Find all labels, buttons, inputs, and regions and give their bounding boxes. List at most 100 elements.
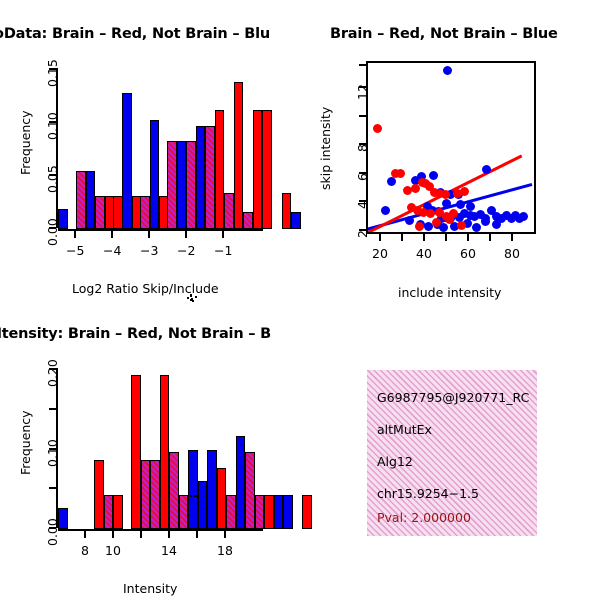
histogram-bar xyxy=(85,170,95,229)
scatter-point xyxy=(442,65,452,75)
x-tick xyxy=(111,231,114,238)
histogram-bar xyxy=(205,126,215,229)
histogram-bar xyxy=(291,212,301,229)
y-tick xyxy=(49,121,56,124)
x-tick-label: −2 xyxy=(177,243,196,258)
histogram-bar xyxy=(197,481,207,529)
histogram-bar xyxy=(281,193,291,229)
x-tick xyxy=(112,531,115,538)
histogram-bar xyxy=(58,508,68,529)
scatter-point xyxy=(428,170,438,180)
scatter-point xyxy=(449,221,459,231)
y-axis-label-frequency: Frequency xyxy=(18,110,33,175)
y-tick xyxy=(49,407,56,410)
y-tick-label: 0.10 xyxy=(45,112,60,140)
x-tick xyxy=(196,531,199,538)
x-tick-label: −5 xyxy=(66,243,85,258)
x-tick-label: −3 xyxy=(140,243,159,258)
y-axis-label-frequency: Frequency xyxy=(18,410,33,475)
x-tick xyxy=(467,234,470,241)
x-tick-label: 8 xyxy=(81,543,89,558)
scatter-point xyxy=(395,168,405,178)
scatter-point xyxy=(465,201,475,211)
histogram-bar xyxy=(159,375,169,529)
scatter-point xyxy=(422,201,432,211)
scatter-point xyxy=(454,212,464,222)
histogram-bar xyxy=(158,196,168,229)
histogram-bar xyxy=(224,193,234,229)
histogram-bar xyxy=(113,196,123,229)
scatter-point xyxy=(410,175,420,185)
x-tick xyxy=(222,231,225,238)
x-tick-label: 80 xyxy=(504,246,520,261)
y-tick xyxy=(49,173,56,177)
y-tick xyxy=(359,114,366,117)
x-tick-label: 60 xyxy=(460,246,476,261)
info-line-probe-id: G6987795@J920771_RC xyxy=(377,390,530,405)
histogram-bar xyxy=(169,452,179,529)
panel-title-scatter: Brain – Red, Not Brain – Blue xyxy=(330,26,558,42)
histogram-bar xyxy=(302,495,312,529)
scatter-point xyxy=(425,208,435,218)
scatter-point xyxy=(462,218,472,228)
y-tick xyxy=(359,171,366,174)
histogram-bar xyxy=(243,212,253,229)
scatter-point xyxy=(496,213,506,223)
x-axis-line xyxy=(58,229,263,232)
scatter-point xyxy=(406,202,416,212)
scatter-point xyxy=(518,211,528,221)
panel-intensity-scatter: Brain – Red, Not Brain – Blue skip inten… xyxy=(300,0,600,300)
scatter-point xyxy=(469,211,479,221)
histogram-bar xyxy=(58,208,68,229)
scatter-point xyxy=(380,205,390,215)
y-tick xyxy=(359,143,366,146)
x-axis-line xyxy=(58,529,263,532)
panel-title-ratio: RatioData: Brain – Red, Not Brain – Blu xyxy=(0,26,271,42)
histogram-bar xyxy=(283,495,293,529)
scatter-point xyxy=(414,221,424,231)
info-line-locus: chr15.9254−1.5 xyxy=(377,486,479,501)
histogram-bar xyxy=(122,93,132,229)
scatter-point xyxy=(416,171,426,181)
histogram-bar xyxy=(178,495,188,529)
x-tick-label: 40 xyxy=(416,246,432,261)
panel-gene-info: G6987795@J920771_RC altMutEx Alg12 chr15… xyxy=(300,300,600,600)
histogram-bar xyxy=(195,495,197,497)
scatter-point xyxy=(491,219,501,229)
scatter-point xyxy=(459,186,469,196)
x-axis-label-log2ratio: Log2 Ratio Skip/Include xyxy=(72,281,219,296)
gene-info-box: G6987795@J920771_RC altMutEx Alg12 chr15… xyxy=(367,370,537,536)
histogram-bar xyxy=(167,140,177,229)
scatter-point xyxy=(431,217,441,227)
x-tick xyxy=(140,531,143,538)
panel-ratio-histogram: RatioData: Brain – Red, Not Brain – Blu … xyxy=(0,0,301,300)
x-tick xyxy=(148,231,151,238)
y-tick xyxy=(359,64,366,67)
scatter-point xyxy=(440,189,450,199)
y-axis-line xyxy=(56,368,59,528)
y-tick xyxy=(49,226,56,229)
scatter-point xyxy=(402,185,412,195)
scatter-point xyxy=(501,210,511,220)
histogram-bar xyxy=(103,495,113,529)
y-tick xyxy=(49,368,56,371)
scatter-point xyxy=(372,123,382,133)
panel-title-gene-intensity: ne Itensity: Brain – Red, Not Brain – B xyxy=(0,326,272,342)
histogram-bar xyxy=(233,82,243,229)
histogram-bar xyxy=(113,495,123,529)
x-tick xyxy=(379,234,382,241)
x-tick-label: 18 xyxy=(217,543,233,558)
histogram-bar xyxy=(262,110,272,229)
histogram-bar xyxy=(226,495,236,529)
scatter-point xyxy=(455,199,465,209)
scatter-point xyxy=(386,176,396,186)
scatter-point xyxy=(434,188,444,198)
y-tick-label: 0.15 xyxy=(45,59,60,87)
x-tick xyxy=(84,531,87,538)
y-tick xyxy=(359,200,366,203)
scatter-point xyxy=(410,183,420,193)
histogram-bar xyxy=(186,140,196,229)
scatter-point xyxy=(459,208,469,218)
scatter-point xyxy=(424,181,434,191)
histogram-bar xyxy=(150,460,160,529)
